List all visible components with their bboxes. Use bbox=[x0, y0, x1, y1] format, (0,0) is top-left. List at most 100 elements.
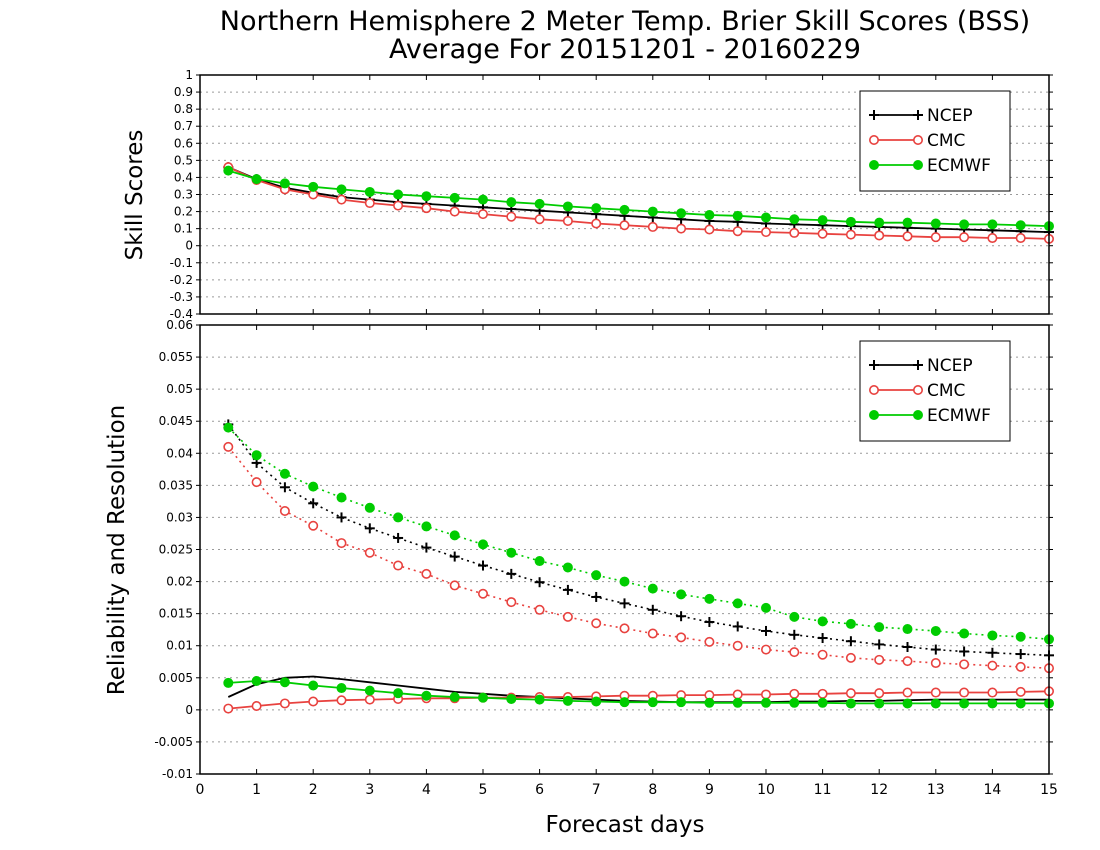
ncep-dotted-point bbox=[874, 639, 885, 650]
ecmwf-solid-point bbox=[449, 192, 460, 203]
cmc-dotted-point bbox=[449, 580, 460, 591]
bottom-y-tick-label: -0.005 bbox=[154, 735, 193, 749]
cmc-solid-point bbox=[874, 230, 885, 241]
cmc-solid-point bbox=[279, 698, 290, 709]
top-legend-item-ncep: NCEP bbox=[869, 106, 973, 126]
cmc-solid-point bbox=[987, 687, 998, 698]
ecmwf-solid-point bbox=[251, 675, 262, 686]
legend-swatch-marker bbox=[868, 384, 879, 395]
legend-label: NCEP bbox=[927, 356, 973, 376]
ecmwf-solid-point bbox=[336, 683, 347, 694]
ecmwf-solid-point bbox=[223, 165, 234, 176]
ecmwf-solid-point bbox=[364, 685, 375, 696]
bottom-legend-item-ncep: NCEP bbox=[869, 356, 973, 376]
cmc-solid-point bbox=[336, 194, 347, 205]
cmc-solid-point bbox=[902, 687, 913, 698]
cmc-dotted-point bbox=[987, 660, 998, 671]
ecmwf-dotted-line bbox=[227, 427, 1050, 641]
ncep-dotted-point bbox=[987, 647, 998, 658]
ncep-dotted-point bbox=[789, 629, 800, 640]
legend-swatch-marker bbox=[869, 360, 879, 370]
ecmwf-solid-point bbox=[393, 688, 404, 699]
top-y-tick-label: 0 bbox=[185, 239, 193, 253]
top-y-tick-label: 1 bbox=[185, 68, 193, 82]
cmc-dotted-point bbox=[789, 647, 800, 658]
cmc-solid-point bbox=[393, 200, 404, 211]
legend-swatch-marker bbox=[913, 410, 923, 420]
x-tick-label: 5 bbox=[479, 782, 488, 798]
x-tick-label: 3 bbox=[365, 782, 374, 798]
ecmwf-dotted-point bbox=[789, 611, 800, 622]
top-y-tick-label: 0.3 bbox=[174, 188, 193, 202]
ecmwf-solid-point bbox=[874, 698, 885, 709]
ecmwf-solid-point bbox=[506, 693, 517, 704]
top-legend-item-ecmwf: ECMWF bbox=[869, 156, 991, 176]
cmc-solid-point bbox=[760, 689, 771, 700]
ecmwf-solid-point bbox=[789, 214, 800, 225]
cmc-dotted-point bbox=[393, 560, 404, 571]
ecmwf-solid-point bbox=[676, 697, 687, 708]
legend-swatch-marker bbox=[913, 160, 923, 170]
top-y-axis-label: Skill Scores bbox=[122, 130, 148, 261]
ecmwf-dotted-point bbox=[959, 628, 970, 639]
ecmwf-dotted-point bbox=[647, 583, 658, 594]
ncep-dotted-point bbox=[449, 551, 460, 562]
ecmwf-solid-point bbox=[676, 208, 687, 219]
top-series bbox=[223, 162, 1055, 244]
cmc-dotted-point bbox=[279, 506, 290, 517]
ecmwf-dotted-point bbox=[393, 512, 404, 523]
bottom-series bbox=[223, 419, 1055, 714]
top-y-tick-label: 0.6 bbox=[174, 136, 193, 150]
cmc-dotted-point bbox=[336, 538, 347, 549]
cmc-solid-point bbox=[760, 227, 771, 238]
cmc-solid-point bbox=[1015, 233, 1026, 244]
cmc-solid-point bbox=[676, 223, 687, 234]
ecmwf-dotted-point bbox=[449, 530, 460, 541]
ecmwf-solid-point bbox=[987, 698, 998, 709]
top-y-tick-label: -0.4 bbox=[170, 307, 193, 321]
cmc-solid-point bbox=[223, 703, 234, 714]
ecmwf-dotted-point bbox=[251, 450, 262, 461]
ecmwf-dotted-point bbox=[308, 481, 319, 492]
cmc-solid-point bbox=[845, 688, 856, 699]
ecmwf-dotted-point bbox=[845, 618, 856, 629]
cmc-solid-point bbox=[336, 695, 347, 706]
cmc-solid-point bbox=[364, 198, 375, 209]
cmc-solid-point bbox=[987, 233, 998, 244]
bottom-y-tick-label: 0.01 bbox=[166, 639, 193, 653]
x-tick-label: 14 bbox=[983, 782, 1001, 798]
top-y-tick-label: 0.8 bbox=[174, 102, 193, 116]
ncep-dotted-point bbox=[534, 577, 545, 588]
top-y-tick-label: -0.3 bbox=[170, 290, 193, 304]
ncep-dotted-point bbox=[364, 523, 375, 534]
bottom-y-tick-label: 0.035 bbox=[159, 478, 193, 492]
ecmwf-dotted-point bbox=[676, 589, 687, 600]
cmc-dotted-point bbox=[732, 640, 743, 651]
ncep-dotted-point bbox=[1015, 649, 1026, 660]
ecmwf-solid-point bbox=[591, 696, 602, 707]
ecmwf-solid-point bbox=[562, 695, 573, 706]
cmc-solid-point bbox=[647, 221, 658, 232]
ecmwf-solid-point bbox=[789, 697, 800, 708]
cmc-solid-point bbox=[902, 231, 913, 242]
cmc-dotted-line bbox=[227, 446, 1050, 669]
ecmwf-solid-point bbox=[421, 690, 432, 701]
x-tick-label: 1 bbox=[252, 782, 261, 798]
cmc-dotted-point bbox=[704, 636, 715, 647]
bottom-y-tick-label: 0.025 bbox=[159, 543, 193, 557]
x-tick-label: 9 bbox=[705, 782, 714, 798]
ecmwf-dotted-point bbox=[987, 630, 998, 641]
ecmwf-solid-point bbox=[308, 680, 319, 691]
legend-swatch-marker bbox=[912, 384, 923, 395]
x-axis-label: Forecast days bbox=[546, 812, 705, 838]
x-tick-label: 12 bbox=[870, 782, 888, 798]
ecmwf-dotted-point bbox=[279, 468, 290, 479]
legend-swatch-marker bbox=[913, 360, 923, 370]
cmc-solid-point bbox=[506, 211, 517, 222]
cmc-dotted-point bbox=[845, 652, 856, 663]
cmc-solid-point bbox=[619, 220, 630, 231]
cmc-solid-point bbox=[959, 687, 970, 698]
ncep-dotted-point bbox=[308, 498, 319, 509]
ecmwf-dotted-point bbox=[506, 547, 517, 558]
x-tick-label: 6 bbox=[535, 782, 544, 798]
